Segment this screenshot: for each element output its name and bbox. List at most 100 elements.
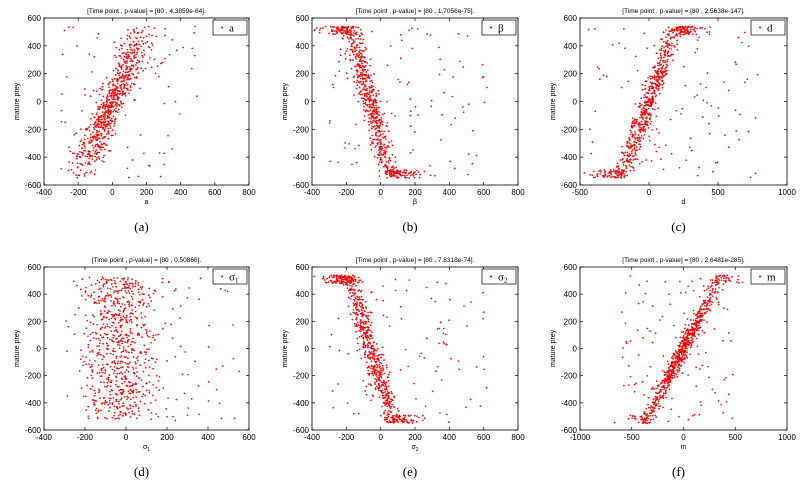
scatter-point (119, 92, 122, 95)
chart-panel-4: -400 -200 0 200 400 600 800-600-400-2000200400… (282, 257, 525, 479)
scatter-point (120, 76, 123, 79)
scatter-point (647, 396, 650, 399)
scatter-point (86, 319, 89, 322)
scatter-point (591, 141, 594, 143)
scatter-point (67, 169, 70, 172)
scatter-point (699, 309, 701, 312)
scatter-point (143, 152, 145, 155)
scatter-point (379, 133, 382, 136)
scatter-point (391, 392, 393, 395)
scatter-point (350, 32, 352, 35)
scatter-point (111, 304, 113, 307)
scatter-point (359, 58, 362, 61)
scatter-point (651, 414, 654, 417)
scatter-point (126, 384, 128, 387)
scatter-point (125, 84, 127, 86)
scatter-point (90, 118, 92, 120)
scatter-point (133, 413, 136, 415)
scatter-point (140, 352, 143, 354)
scatter-point (370, 84, 373, 87)
scatter-point (373, 117, 375, 120)
scatter-point (109, 390, 111, 393)
scatter-point (111, 120, 113, 122)
scatter-point (721, 289, 724, 291)
scatter-point (152, 336, 154, 339)
scatter-point (173, 289, 176, 292)
scatter-point (72, 280, 75, 283)
scatter-point (664, 51, 667, 54)
scatter-point (355, 49, 358, 51)
scatter-point (347, 352, 349, 355)
scatter-point (171, 148, 173, 150)
scatter-point (135, 42, 138, 45)
scatter-point (675, 29, 678, 31)
scatter-point (120, 289, 122, 291)
scatter-point (322, 277, 325, 279)
scatter-point (109, 122, 112, 125)
scatter-point (358, 65, 361, 68)
scatter-point (120, 411, 122, 414)
scatter-point (682, 335, 685, 337)
scatter-point (73, 152, 76, 155)
scatter-point (643, 109, 646, 112)
scatter-point (674, 46, 676, 48)
scatter-point (667, 369, 669, 372)
scatter-point (91, 368, 93, 371)
scatter-point (366, 366, 369, 369)
scatter-point (341, 278, 344, 281)
scatter-point (391, 154, 394, 156)
scatter-point (408, 177, 411, 179)
scatter-point (669, 380, 672, 383)
scatter-point (134, 43, 137, 46)
scatter-point (352, 302, 355, 305)
scatter-point (94, 169, 97, 171)
scatter-point (369, 58, 372, 61)
scatter-point (679, 28, 681, 30)
scatter-point (349, 58, 352, 61)
scatter-point (651, 75, 653, 78)
chart-panel-1: -400 -200 0 200 400 600 800-600-400-2000200400… (282, 8, 525, 234)
scatter-point (636, 158, 639, 161)
scatter-point (142, 385, 144, 388)
scatter-point (94, 392, 97, 395)
scatter-point (123, 381, 126, 383)
scatter-point (119, 413, 121, 416)
scatter-point (392, 165, 394, 168)
y-axis-label: mature prey (550, 82, 557, 120)
scatter-point (641, 129, 644, 132)
scatter-point (143, 302, 145, 304)
scatter-point (359, 60, 362, 63)
scatter-point (442, 341, 445, 343)
scatter-point (636, 139, 639, 142)
scatter-point (322, 27, 324, 29)
scatter-point (97, 145, 100, 148)
plot-frame (579, 17, 788, 186)
scatter-point (346, 36, 349, 39)
scatter-point (87, 150, 90, 153)
scatter-point (436, 281, 439, 284)
scatter-point (386, 146, 388, 148)
scatter-point (104, 115, 107, 117)
scatter-point (87, 343, 90, 346)
scatter-point (458, 60, 461, 63)
scatter-point (654, 414, 657, 417)
scatter-point (458, 368, 460, 371)
scatter-point (116, 298, 119, 301)
scatter-point (409, 152, 412, 154)
scatter-point (412, 149, 414, 151)
scatter-point (378, 139, 381, 142)
scatter-point (147, 25, 150, 28)
scatter-point (132, 405, 134, 408)
scatter-point (704, 301, 706, 304)
scatter-point (379, 141, 382, 144)
y-tick-label: -200 (293, 372, 310, 381)
scatter-point (668, 55, 671, 58)
scatter-point (646, 123, 648, 126)
scatter-point (113, 334, 116, 337)
scatter-point (150, 341, 152, 344)
scatter-point (379, 134, 381, 137)
scatter-point (378, 114, 380, 116)
scatter-point (604, 170, 607, 173)
scatter-point (350, 27, 353, 30)
scatter-point (148, 287, 151, 290)
